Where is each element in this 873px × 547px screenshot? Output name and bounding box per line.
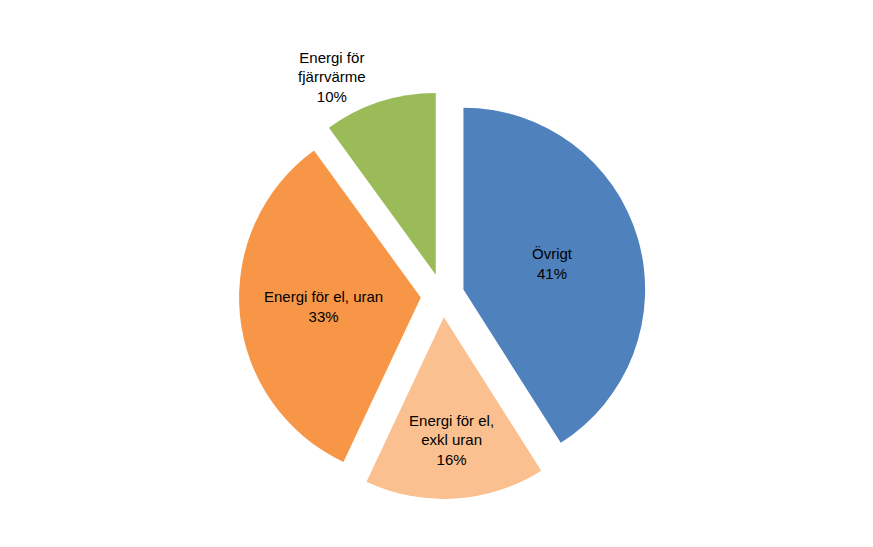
svg-text:Övrigt41%: Övrigt41% <box>532 245 573 282</box>
svg-text:Energi för el, uran33%: Energi för el, uran33% <box>264 288 383 325</box>
svg-text:Energi för el,exkl uran16%: Energi för el,exkl uran16% <box>409 412 494 468</box>
svg-text:Energi förfjärrvärme10%: Energi förfjärrvärme10% <box>298 49 366 105</box>
